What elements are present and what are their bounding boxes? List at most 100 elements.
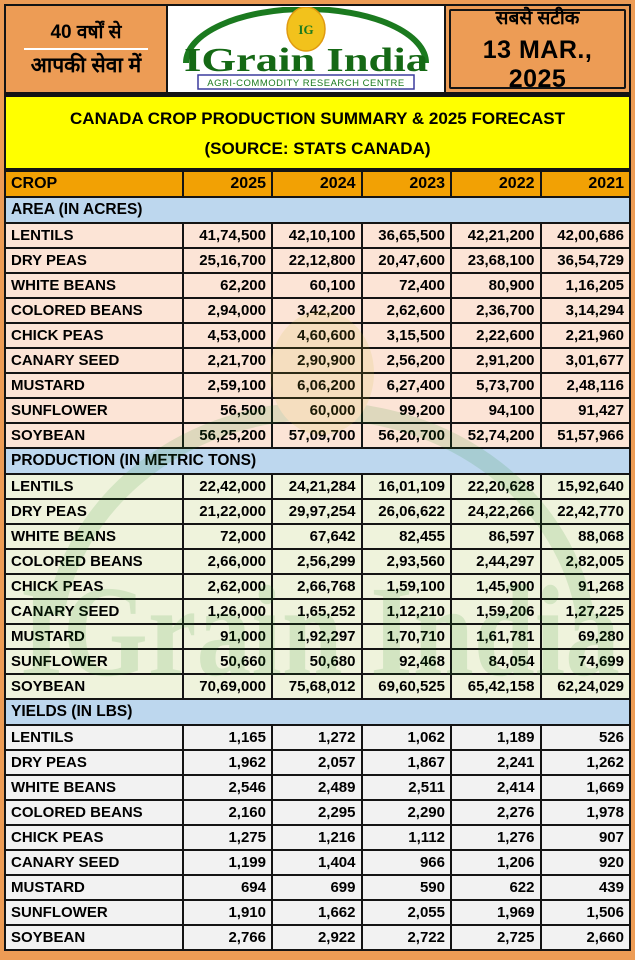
section-label: YIELDS (IN LBS): [4, 698, 631, 726]
table-row: WHITE BEANS 62,200 60,100 72,400 80,900 1,16,…: [4, 272, 631, 299]
value-cell: 84,054: [450, 648, 542, 675]
table-row: DRY PEAS 21,22,000 29,97,254 26,06,622 24,22…: [4, 498, 631, 525]
value-cell: 920: [539, 849, 631, 876]
logo-subtitle-frame: [197, 74, 415, 90]
value-cell: 6,06,200: [271, 372, 363, 399]
logo-subtitle: AGRI-COMMODITY RESEARCH CENTRE: [207, 78, 404, 89]
value-cell: 2,48,116: [539, 372, 631, 399]
table-row: DRY PEAS 25,16,700 22,12,800 20,47,600 23,68…: [4, 247, 631, 274]
value-cell: 2,90,900: [271, 347, 363, 374]
value-cell: 91,268: [539, 573, 631, 600]
value-cell: 65,42,158: [450, 673, 542, 700]
value-cell: 42,00,686: [539, 222, 631, 249]
crop-label: COLORED BEANS: [4, 548, 184, 575]
table-row: SUNFLOWER 50,660 50,680 92,468 84,054 74,699: [4, 648, 631, 675]
value-cell: 2,62,600: [360, 297, 452, 324]
value-cell: 36,54,729: [539, 247, 631, 274]
value-cell: 1,112: [360, 824, 452, 851]
table-row: COLORED BEANS 2,94,000 3,42,200 2,62,600 2,3…: [4, 297, 631, 324]
tagline: सबसे सटीक: [495, 8, 580, 29]
value-cell: 3,15,500: [360, 322, 452, 349]
value-cell: 907: [539, 824, 631, 851]
table-row: WHITE BEANS 72,000 67,642 82,455 86,597 88,06…: [4, 523, 631, 550]
value-cell: 3,42,200: [271, 297, 363, 324]
value-cell: 2,725: [450, 924, 542, 951]
value-cell: 2,766: [181, 924, 273, 951]
value-cell: 60,100: [271, 272, 363, 299]
value-cell: 2,21,700: [181, 347, 273, 374]
value-cell: 5,73,700: [450, 372, 542, 399]
value-cell: 22,20,628: [450, 473, 542, 500]
value-cell: 1,867: [360, 749, 452, 776]
table-row: CANARY SEED 1,26,000 1,65,252 1,12,210 1,59,…: [4, 598, 631, 625]
value-cell: 60,000: [271, 397, 363, 424]
value-cell: 1,978: [539, 799, 631, 826]
value-cell: 72,400: [360, 272, 452, 299]
banner-right-date: सबसे सटीक 13 MAR., 2025: [446, 6, 629, 93]
value-cell: 67,642: [271, 523, 363, 550]
value-cell: 82,455: [360, 523, 452, 550]
value-cell: 3,01,677: [539, 347, 631, 374]
value-cell: 1,165: [181, 724, 273, 751]
crop-production-table: CROP 2025 2024 2023 2022 2021 AREA (IN A…: [4, 170, 631, 951]
value-cell: 2,94,000: [181, 297, 273, 324]
slogan-line-1: 40 वर्षों से: [50, 22, 122, 43]
report-title: CANADA CROP PRODUCTION SUMMARY & 2025 FO…: [70, 109, 565, 128]
column-header-year-2023: 2023: [360, 170, 452, 198]
crop-label: SUNFLOWER: [4, 899, 184, 926]
crop-label: SUNFLOWER: [4, 648, 184, 675]
value-cell: 1,275: [181, 824, 273, 851]
value-cell: 1,199: [181, 849, 273, 876]
section-header-row: AREA (IN ACRES): [4, 196, 631, 224]
value-cell: 1,262: [539, 749, 631, 776]
value-cell: 694: [181, 874, 273, 901]
value-cell: 69,280: [539, 623, 631, 650]
crop-label: DRY PEAS: [4, 498, 184, 525]
value-cell: 2,21,960: [539, 322, 631, 349]
value-cell: 2,91,200: [450, 347, 542, 374]
value-cell: 2,922: [271, 924, 363, 951]
table-row: COLORED BEANS 2,66,000 2,56,299 2,93,560 2,4…: [4, 548, 631, 575]
value-cell: 1,26,000: [181, 598, 273, 625]
value-cell: 1,65,252: [271, 598, 363, 625]
value-cell: 2,057: [271, 749, 363, 776]
crop-label: MUSTARD: [4, 372, 184, 399]
value-cell: 15,92,640: [539, 473, 631, 500]
divider: [23, 47, 149, 50]
crop-label: SOYBEAN: [4, 673, 184, 700]
crop-label: LENTILS: [4, 724, 184, 751]
table-header-row: CROP 2025 2024 2023 2022 2021: [4, 170, 631, 198]
value-cell: 1,216: [271, 824, 363, 851]
value-cell: 439: [539, 874, 631, 901]
value-cell: 2,44,297: [450, 548, 542, 575]
value-cell: 2,93,560: [360, 548, 452, 575]
value-cell: 52,74,200: [450, 422, 542, 449]
value-cell: 1,70,710: [360, 623, 452, 650]
table-row: LENTILS 22,42,000 24,21,284 16,01,109 22,20,…: [4, 473, 631, 500]
value-cell: 25,16,700: [181, 247, 273, 274]
value-cell: 42,10,100: [271, 222, 363, 249]
value-cell: 2,660: [539, 924, 631, 951]
value-cell: 57,09,700: [271, 422, 363, 449]
value-cell: 966: [360, 849, 452, 876]
value-cell: 1,45,900: [450, 573, 542, 600]
value-cell: 41,74,500: [181, 222, 273, 249]
value-cell: 1,189: [450, 724, 542, 751]
value-cell: 56,25,200: [181, 422, 273, 449]
section-header-row: YIELDS (IN LBS): [4, 698, 631, 726]
value-cell: 2,62,000: [181, 573, 273, 600]
table-row: CHICK PEAS 4,53,000 4,60,600 3,15,500 2,22,6…: [4, 322, 631, 349]
value-cell: 94,100: [450, 397, 542, 424]
value-cell: 22,42,000: [181, 473, 273, 500]
value-cell: 699: [271, 874, 363, 901]
value-cell: 2,56,200: [360, 347, 452, 374]
value-cell: 1,206: [450, 849, 542, 876]
value-cell: 1,12,210: [360, 598, 452, 625]
value-cell: 29,97,254: [271, 498, 363, 525]
value-cell: 72,000: [181, 523, 273, 550]
value-cell: 2,414: [450, 774, 542, 801]
column-header-year-2025: 2025: [181, 170, 273, 198]
crop-label: SOYBEAN: [4, 422, 184, 449]
report-source: (SOURCE: STATS CANADA): [204, 139, 431, 158]
